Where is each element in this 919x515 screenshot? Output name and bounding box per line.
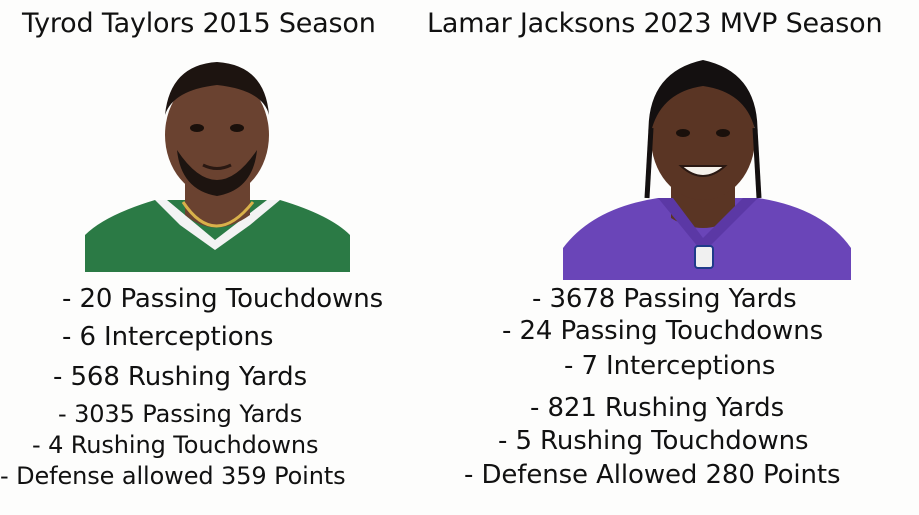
right-stat-interceptions: - 7 Interceptions: [564, 351, 776, 381]
left-player-photo: [85, 62, 350, 272]
left-stat-rushing-tds: - 4 Rushing Touchdowns: [32, 431, 319, 459]
right-title: Lamar Jacksons 2023 MVP Season: [427, 8, 883, 39]
right-stat-points-allowed: - Defense Allowed 280 Points: [464, 460, 841, 490]
right-stat-passing-tds: - 24 Passing Touchdowns: [502, 316, 824, 346]
right-player-photo: [563, 60, 851, 280]
left-title: Tyrod Taylors 2015 Season: [22, 8, 376, 39]
right-stat-rushing-yards: - 821 Rushing Yards: [530, 393, 785, 423]
right-stat-rushing-tds: - 5 Rushing Touchdowns: [498, 426, 809, 456]
right-stat-passing-yards: - 3678 Passing Yards: [532, 284, 797, 314]
left-stat-passing-yards: - 3035 Passing Yards: [58, 400, 303, 428]
left-stat-points-allowed: - Defense allowed 359 Points: [0, 462, 346, 490]
left-stat-rushing-yards: - 568 Rushing Yards: [53, 362, 308, 392]
left-stat-passing-tds: - 20 Passing Touchdowns: [62, 284, 384, 314]
left-stat-interceptions: - 6 Interceptions: [62, 322, 274, 352]
